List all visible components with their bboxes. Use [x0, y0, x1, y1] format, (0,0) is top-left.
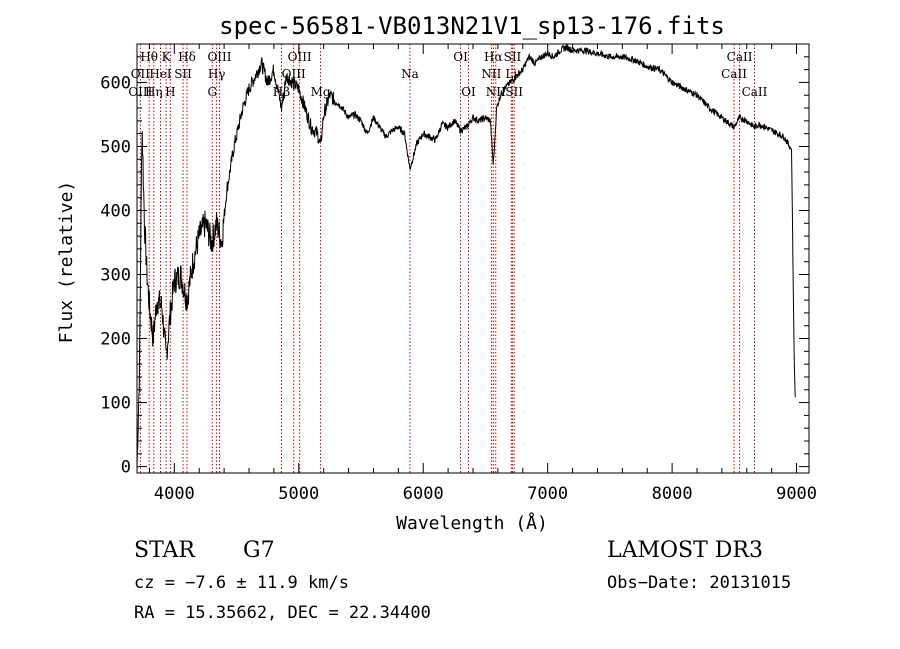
- spectral-line-markers: [139, 44, 755, 473]
- line-label: Hθ: [140, 50, 158, 64]
- x-tick-label: 8000: [652, 484, 693, 504]
- line-label: Hβ: [273, 85, 290, 99]
- spectrum-line: [136, 44, 796, 467]
- y-tick-label: 100: [100, 394, 131, 414]
- x-axis-label: Wavelength (Å): [396, 512, 548, 534]
- survey-name: LAMOST DR3: [607, 538, 763, 563]
- line-label: Li: [505, 67, 517, 81]
- line-label: CaII: [727, 50, 753, 64]
- line-label: CaII: [721, 67, 747, 81]
- x-tick-label: 6000: [403, 484, 444, 504]
- line-label: Hγ: [208, 67, 226, 81]
- line-label: Mg: [311, 85, 331, 99]
- chart-title: spec-56581-VB013N21V1_sp13-176.fits: [219, 12, 725, 40]
- line-label: OII: [131, 67, 151, 81]
- line-label: HeI: [149, 67, 172, 81]
- line-label: SII: [174, 67, 192, 81]
- line-label: H: [165, 85, 175, 99]
- y-tick-label: 200: [100, 330, 131, 350]
- spectrum-series: [136, 44, 796, 467]
- ra-dec-coordinates: RA = 15.35662, DEC = 22.34400: [134, 603, 431, 623]
- line-label: SII: [505, 85, 523, 99]
- line-label: CaII: [742, 85, 768, 99]
- x-tick-label: 5000: [278, 484, 319, 504]
- line-label: Hδ: [178, 50, 196, 64]
- line-label: OIII: [207, 50, 231, 64]
- y-tick-label: 400: [100, 201, 131, 221]
- y-tick-label: 0: [121, 458, 131, 478]
- y-tick-label: 300: [100, 266, 131, 286]
- line-label: NII: [481, 67, 501, 81]
- x-tick-label: 7000: [527, 484, 568, 504]
- line-label: OI: [461, 85, 476, 99]
- y-tick-label: 500: [100, 137, 131, 157]
- y-tick-label: 600: [100, 73, 131, 93]
- line-label: OIII: [128, 85, 152, 99]
- observation-date: Obs−Date: 20131015: [607, 573, 792, 593]
- line-label: SII: [504, 50, 522, 64]
- line-label: OIII: [282, 67, 306, 81]
- line-label: OI: [453, 50, 468, 64]
- redshift-cz: cz = −7.6 ± 11.9 km/s: [134, 573, 349, 593]
- line-label: K: [162, 50, 172, 64]
- line-label: Hη: [145, 85, 163, 99]
- line-label: Hα: [484, 50, 503, 64]
- line-label: Na: [401, 67, 419, 81]
- plot-frame: [136, 43, 810, 474]
- object-class: STAR: [134, 538, 195, 563]
- axis-ticks: 4000 5000 6000 7000 8000 9000 0 100 200 300 400 500…: [100, 44, 817, 504]
- object-subclass: G7: [243, 538, 275, 563]
- x-tick-label: 4000: [154, 484, 195, 504]
- y-axis-label: Flux (relative): [56, 181, 77, 344]
- line-label: G: [207, 85, 217, 99]
- line-label: OIII: [288, 50, 312, 64]
- line-label: NII: [486, 85, 506, 99]
- x-tick-label: 9000: [776, 484, 817, 504]
